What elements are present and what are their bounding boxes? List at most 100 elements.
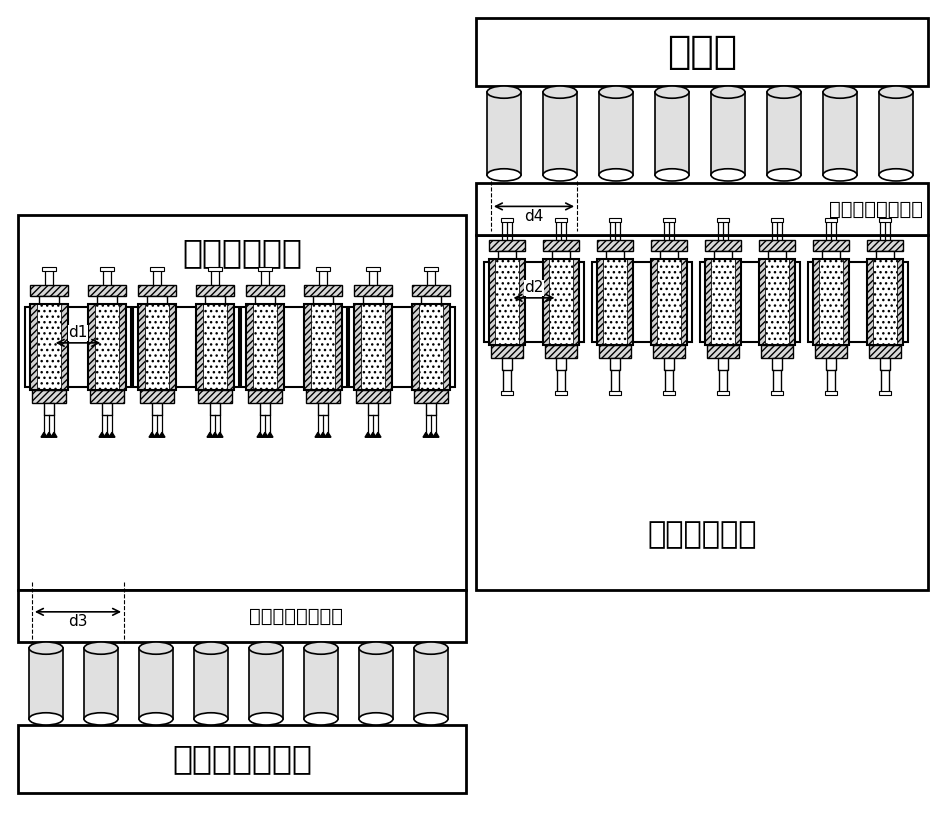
Bar: [664, 358, 674, 370]
Ellipse shape: [879, 169, 913, 181]
Polygon shape: [217, 432, 223, 437]
Bar: [876, 251, 894, 259]
Bar: [879, 92, 913, 175]
Ellipse shape: [711, 169, 745, 181]
Bar: [258, 267, 272, 271]
Bar: [18, 725, 466, 793]
Bar: [869, 345, 902, 358]
Polygon shape: [262, 432, 268, 437]
Bar: [651, 259, 657, 345]
Bar: [335, 304, 342, 390]
Bar: [502, 358, 512, 370]
Bar: [500, 391, 514, 395]
Bar: [360, 304, 385, 390]
Bar: [140, 390, 174, 403]
Bar: [711, 259, 734, 345]
Bar: [879, 218, 891, 222]
Ellipse shape: [304, 712, 338, 725]
Bar: [61, 304, 68, 390]
Bar: [627, 259, 633, 345]
Bar: [657, 259, 681, 345]
Bar: [813, 259, 849, 345]
Bar: [543, 92, 577, 175]
Bar: [597, 240, 633, 251]
Bar: [246, 285, 284, 296]
Bar: [663, 391, 675, 395]
Bar: [426, 403, 437, 415]
Polygon shape: [267, 432, 273, 437]
Bar: [815, 345, 847, 358]
Bar: [556, 358, 566, 370]
Bar: [497, 251, 516, 259]
Bar: [138, 304, 145, 390]
Bar: [716, 391, 729, 395]
Bar: [102, 403, 112, 415]
Bar: [84, 648, 118, 719]
Polygon shape: [257, 432, 263, 437]
Polygon shape: [154, 432, 160, 437]
Ellipse shape: [139, 642, 173, 654]
Bar: [495, 259, 518, 345]
Ellipse shape: [194, 712, 228, 725]
Bar: [606, 251, 625, 259]
Bar: [147, 296, 166, 304]
Bar: [897, 259, 903, 345]
Polygon shape: [207, 432, 213, 437]
Bar: [552, 251, 571, 259]
Polygon shape: [375, 432, 381, 437]
Ellipse shape: [711, 86, 745, 98]
Bar: [476, 18, 928, 86]
Bar: [700, 262, 800, 342]
Text: d4: d4: [524, 209, 544, 224]
Bar: [385, 304, 392, 390]
Bar: [313, 296, 333, 304]
Bar: [867, 259, 903, 345]
Bar: [277, 304, 284, 390]
Bar: [770, 391, 784, 395]
Bar: [418, 304, 443, 390]
Bar: [145, 304, 169, 390]
Polygon shape: [320, 432, 326, 437]
Bar: [443, 304, 450, 390]
Bar: [770, 218, 784, 222]
Polygon shape: [428, 432, 434, 437]
Bar: [44, 403, 54, 415]
Bar: [813, 240, 849, 251]
Bar: [354, 285, 392, 296]
Bar: [304, 285, 342, 296]
Bar: [707, 345, 739, 358]
Bar: [133, 308, 239, 387]
Bar: [138, 304, 176, 390]
Bar: [597, 259, 604, 345]
Bar: [554, 391, 568, 395]
Polygon shape: [149, 432, 155, 437]
Bar: [205, 296, 224, 304]
Bar: [822, 251, 841, 259]
Ellipse shape: [29, 712, 63, 725]
Bar: [119, 304, 126, 390]
Bar: [518, 259, 525, 345]
Bar: [599, 345, 631, 358]
Bar: [487, 92, 521, 175]
Bar: [260, 403, 270, 415]
Bar: [681, 259, 687, 345]
Bar: [203, 304, 227, 390]
Polygon shape: [365, 432, 371, 437]
Bar: [356, 390, 390, 403]
Bar: [42, 267, 56, 271]
Bar: [545, 345, 577, 358]
Ellipse shape: [29, 642, 63, 654]
Ellipse shape: [879, 86, 913, 98]
Bar: [476, 235, 928, 590]
Bar: [366, 267, 379, 271]
Ellipse shape: [414, 642, 448, 654]
Ellipse shape: [304, 642, 338, 654]
Bar: [610, 358, 620, 370]
Bar: [867, 259, 873, 345]
Bar: [705, 240, 741, 251]
Bar: [759, 240, 795, 251]
Bar: [25, 308, 131, 387]
Bar: [543, 259, 579, 345]
Bar: [354, 304, 360, 390]
Bar: [194, 648, 228, 719]
